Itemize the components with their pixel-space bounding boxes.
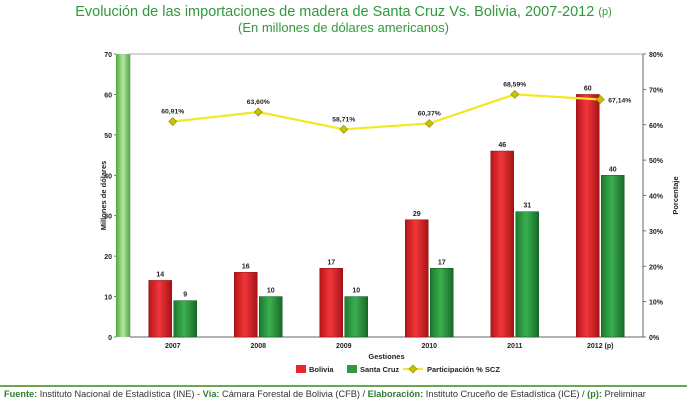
bar-value-label: 46 — [498, 142, 506, 149]
chart-svg: 0 10 20 30 40 50 60 70 0% 10% 20% 30% 40% 50% 60% 70% 80… — [99, 52, 680, 374]
y2-tick-label: 70% — [649, 87, 664, 94]
y2-tick-label: 30% — [649, 229, 664, 236]
x-tick-label: 2007 — [165, 343, 181, 350]
y2-tick-label: 50% — [649, 158, 664, 165]
bar-bolivia — [576, 94, 600, 338]
bar-santa-cruz — [173, 300, 197, 338]
y-tick-label: 60 — [104, 92, 112, 99]
line-point — [253, 107, 263, 117]
legend-label-bolivia: Bolivia — [309, 365, 334, 374]
y2-tick-label: 20% — [649, 264, 664, 271]
y2-tick-label: 80% — [649, 52, 664, 59]
footer-divider — [0, 385, 687, 387]
bar-value-label: 14 — [156, 271, 164, 278]
y2-tick-label: 40% — [649, 194, 664, 201]
legend-label-participacion: Participación % SCZ — [427, 365, 500, 374]
footer-p-text: Preliminar — [601, 389, 646, 399]
line-point-label: 63,60% — [247, 99, 270, 106]
bar-bolivia — [234, 272, 258, 338]
line-point — [510, 89, 520, 99]
line-point-label: 60,37% — [418, 110, 441, 117]
footer-via-label: Vía: — [202, 389, 220, 399]
bar-santa-cruz — [515, 211, 539, 338]
legend-swatch-bolivia — [296, 365, 306, 373]
line-participacion — [172, 93, 601, 131]
left-axis-band — [116, 54, 130, 337]
footer-via-text: Cámara Forestal de Bolivia (CFB) / — [219, 389, 368, 399]
x-tick-label: 2008 — [250, 343, 266, 350]
chart-subtitle: (En millones de dólares americanos) — [238, 20, 449, 35]
line-point-label: 60,91% — [161, 109, 184, 116]
y2-tick-label: 10% — [649, 300, 664, 307]
line-point — [339, 124, 349, 134]
footer-fuente-label: Fuente: — [4, 389, 38, 399]
bar-value-label: 10 — [267, 288, 275, 295]
y-axis-title: Millones de dólares — [99, 161, 108, 231]
line-point-label: 67,14% — [608, 97, 631, 104]
y2-axis-title: Porcentaje — [671, 176, 680, 214]
footer-elab-text: Instituto Cruceño de Estadística (ICE) / — [423, 389, 588, 399]
footer-p-label: (p): — [587, 389, 602, 399]
bar-bolivia — [405, 219, 429, 338]
footer-fuente-text: Instituto Nacional de Estadística (INE) … — [37, 389, 203, 399]
x-axis-title: Gestiones — [368, 352, 404, 361]
y-tick-label: 50 — [104, 133, 112, 140]
chart-title-text: Evolución de las importaciones de madera… — [75, 4, 595, 20]
line-point — [168, 117, 178, 126]
bar-santa-cruz — [259, 296, 283, 338]
bar-bolivia — [490, 150, 514, 338]
y-tick-label: 40 — [104, 173, 112, 180]
bar-value-label: 29 — [413, 211, 421, 218]
chart-title: Evolución de las importaciones de madera… — [0, 4, 687, 20]
x-tick-label: 2012 (p) — [587, 343, 613, 350]
bar-value-label: 16 — [242, 263, 250, 270]
x-tick-label: 2011 — [507, 343, 522, 350]
y2-tick-label: 60% — [649, 123, 664, 130]
legend-swatch-santa-cruz — [347, 365, 357, 373]
bar-bolivia — [148, 280, 172, 338]
footer-source: Fuente: Instituto Nacional de Estadístic… — [4, 389, 684, 399]
line-point-label: 68,59% — [503, 81, 526, 88]
y-tick-label: 70 — [104, 52, 112, 59]
y2-tick-label: 0% — [649, 335, 660, 342]
chart-title-suffix: (p) — [598, 6, 612, 18]
bar-santa-cruz — [344, 296, 368, 338]
y-tick-label: 10 — [104, 295, 112, 302]
x-tick-label: 2009 — [336, 343, 352, 350]
line-point — [424, 119, 434, 128]
bar-value-label: 40 — [609, 166, 617, 173]
y-tick-label: 30 — [104, 214, 112, 221]
bar-value-label: 9 — [183, 292, 187, 299]
bar-value-label: 10 — [352, 288, 360, 295]
legend-label-santa-cruz: Santa Cruz — [360, 365, 399, 374]
line-point — [595, 95, 605, 104]
bar-value-label: 17 — [438, 259, 446, 266]
bar-value-label: 60 — [584, 85, 592, 92]
line-point-label: 58,71% — [332, 116, 355, 123]
bar-santa-cruz — [601, 175, 625, 338]
bar-value-label: 31 — [523, 203, 531, 210]
footer-elab-label: Elaboración: — [367, 389, 424, 399]
bar-bolivia — [319, 268, 343, 338]
legend-marker-participacion — [408, 364, 418, 374]
x-tick-label: 2010 — [421, 343, 437, 350]
y-tick-label: 0 — [108, 335, 112, 342]
bar-santa-cruz — [430, 268, 454, 338]
y-tick-label: 20 — [104, 254, 112, 261]
bar-value-label: 17 — [327, 259, 335, 266]
